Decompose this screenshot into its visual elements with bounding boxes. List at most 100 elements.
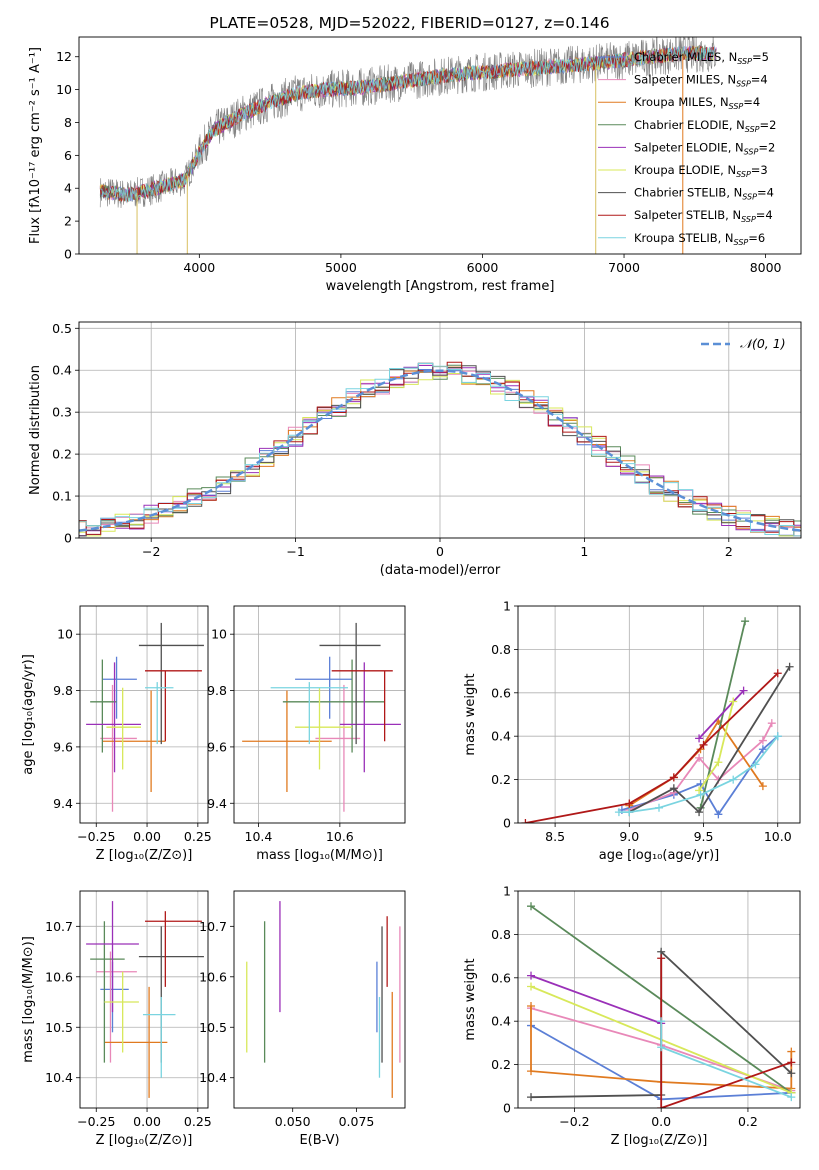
mass-weight-marker <box>527 982 536 991</box>
axes-residual_hist: −2 −1 0 1 2 0 0.1 0.2 0.3 0.4 0.5 (data-model)/erro… <box>28 321 802 578</box>
x-tick-label: 2 <box>725 544 733 559</box>
axes-mass_weight_vs_Z: −0.2 0.0 0.2 0 0.2 0.4 0.6 0.8 1 Z [log₁₀(Z/Z⊙)] m… <box>463 884 801 1148</box>
mass-weight-marker <box>699 740 708 749</box>
legend-entry: Chabrier MILES, NSSP=5 <box>634 50 769 66</box>
y-tick-label: 9.4 <box>53 796 73 811</box>
y-tick-label: 10.6 <box>199 969 227 984</box>
legend-entry: 𝒩(0, 1) <box>740 336 786 351</box>
axes-age_vs_Z: −0.25 0.00 0.25 9.4 9.6 9.8 10 Z [log₁₀(Z/Z⊙)] a… <box>21 605 212 863</box>
y-tick-label: 10.4 <box>45 1070 73 1085</box>
data-point <box>142 996 176 1078</box>
y-tick-label: 9.8 <box>53 683 73 698</box>
legend-entry: Chabrier STELIB, NSSP=4 <box>634 186 774 202</box>
mass-weight-marker <box>527 902 536 911</box>
x-tick-label: 0 <box>436 544 444 559</box>
x-axis-label: Z [log₁₀(Z/Z⊙)] <box>611 1133 708 1148</box>
axes-frame <box>517 605 801 824</box>
y-tick-label: 0 <box>503 1101 511 1116</box>
data-point <box>86 662 141 773</box>
x-axis-label: Z [log₁₀(Z/Z⊙)] <box>96 1133 193 1148</box>
mass-weight-line <box>530 974 662 1025</box>
y-tick-label: 0.4 <box>52 363 72 378</box>
y-tick-label: 0.3 <box>52 405 72 420</box>
y-tick-label: 9.6 <box>53 739 73 754</box>
figure-title: PLATE=0528, MJD=52022, FIBERID=0127, z=0… <box>209 14 609 32</box>
data-point <box>96 951 137 1063</box>
y-tick-label: 9.4 <box>207 796 227 811</box>
x-tick-label: 6000 <box>467 260 499 275</box>
y-axis-label: Flux [fλ10⁻¹⁷ erg cm⁻² s⁻¹ A⁻¹] <box>28 47 43 244</box>
y-tick-label: 0.5 <box>52 321 72 336</box>
mass-weight-marker <box>657 1017 666 1026</box>
model-spectrum <box>99 45 717 203</box>
data-point <box>145 670 202 742</box>
y-tick-label: 0 <box>64 531 72 546</box>
mass-weight-marker <box>657 1104 666 1108</box>
y-tick-label: 0.8 <box>491 642 511 657</box>
mass-weight-marker <box>758 736 767 745</box>
residual-histogram <box>79 364 801 537</box>
plot-area <box>79 322 801 538</box>
x-tick-label: 8000 <box>750 260 782 275</box>
mass-weight-marker <box>787 1093 796 1102</box>
x-axis-label: wavelength [Angstrom, rest frame] <box>326 279 555 294</box>
legend-entry: Chabrier ELODIE, NSSP=2 <box>634 118 776 134</box>
y-tick-label: 0.6 <box>491 685 511 700</box>
x-tick-label: −1 <box>286 544 304 559</box>
data-point <box>106 687 141 770</box>
mass-weight-marker <box>527 971 536 980</box>
data-point <box>282 659 385 753</box>
x-tick-label: 0.25 <box>184 1114 212 1129</box>
x-tick-label: 10.6 <box>326 829 354 844</box>
y-tick-label: 10.7 <box>199 919 227 934</box>
y-tick-label: 0.4 <box>491 729 511 744</box>
y-tick-label: 10.7 <box>45 919 73 934</box>
legend-entry: Salpeter MILES, NSSP=4 <box>634 73 768 89</box>
y-tick-label: 10 <box>57 627 73 642</box>
data-point <box>295 687 353 770</box>
mass-weight-marker <box>657 1043 666 1052</box>
axes-frame <box>78 36 802 255</box>
mass-weight-marker <box>527 1093 536 1102</box>
x-tick-label: 0.2 <box>738 1114 758 1129</box>
plot-area <box>80 606 208 823</box>
y-tick-label: 1 <box>503 599 511 614</box>
mass-weight-marker <box>527 1067 536 1076</box>
y-tick-label: 1 <box>503 884 511 899</box>
y-tick-label: 10.4 <box>199 1070 227 1085</box>
mass-weight-line <box>628 666 791 814</box>
x-tick-label: 10.0 <box>764 829 792 844</box>
data-point <box>138 622 204 745</box>
axes-frame <box>517 890 801 1109</box>
x-tick-label: 8.5 <box>545 829 565 844</box>
data-point <box>270 682 348 745</box>
x-tick-label: 9.5 <box>694 829 714 844</box>
x-axis-label: (data-model)/error <box>380 563 501 578</box>
mass-weight-marker <box>729 775 738 784</box>
axes-mass_vs_Z: −0.25 0.00 0.25 10.4 10.5 10.6 10.7 Z [log₁₀(Z/… <box>21 890 212 1148</box>
axes-frame <box>233 605 406 824</box>
mass-weight-marker <box>696 790 705 799</box>
y-tick-label: 10 <box>211 627 227 642</box>
plot-area <box>99 37 717 254</box>
data-point <box>242 690 332 792</box>
x-tick-label: 0.0 <box>651 1114 671 1129</box>
mass-weight-marker <box>758 782 767 791</box>
mass-weight-marker <box>657 954 666 963</box>
mass-weight-marker <box>669 773 678 782</box>
axes-frame <box>78 321 802 539</box>
mass-weight-marker <box>773 732 782 741</box>
mass-weight-marker <box>695 734 704 743</box>
y-tick-label: 2 <box>64 214 72 229</box>
y-tick-label: 9.6 <box>207 739 227 754</box>
x-tick-label: 4000 <box>183 260 215 275</box>
y-tick-label: 0 <box>64 247 72 262</box>
y-tick-label: 0.2 <box>491 772 511 787</box>
axes-frame <box>79 605 209 824</box>
y-tick-label: 0.4 <box>491 1014 511 1029</box>
x-tick-label: 0.050 <box>275 1114 311 1129</box>
axes-mass_weight_vs_age: 8.5 9.0 9.5 10.0 0 0.2 0.4 0.6 0.8 1 age [log₁₀(ag… <box>463 599 801 863</box>
legend-entry: Salpeter STELIB, NSSP=4 <box>634 208 773 224</box>
data-point <box>339 662 401 773</box>
